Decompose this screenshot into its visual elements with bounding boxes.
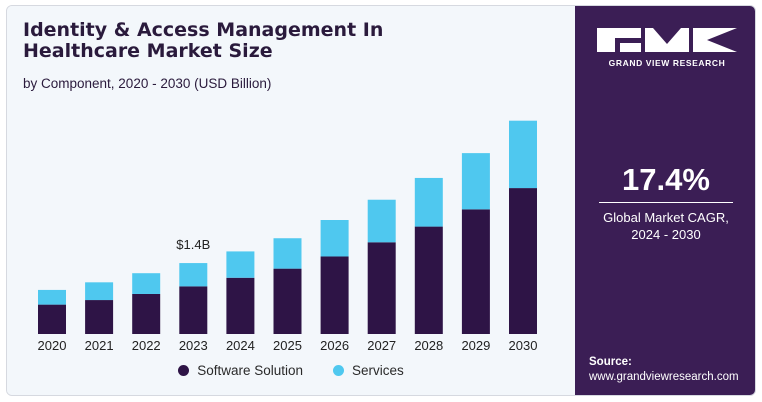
- x-tick-label-2028: 2028: [414, 338, 443, 353]
- bar-services-2022: [132, 273, 161, 294]
- bar-chart: 2020 2021 2022 2023 $1.4B 2024 2025 2026 2027 202…: [38, 120, 538, 353]
- cagr-value: 17.4%: [622, 162, 710, 197]
- x-tick-label-2020: 2020: [38, 338, 67, 353]
- bar-services-2020: [38, 289, 66, 305]
- source-heading: Source:: [589, 356, 632, 368]
- bar-software-2020: [38, 304, 66, 334]
- logo-mark: [597, 28, 737, 52]
- bar-services-2021: [85, 282, 114, 301]
- bar-software-2027: [367, 242, 396, 334]
- cagr-divider: [599, 202, 733, 203]
- bar-software-2022: [132, 293, 161, 334]
- bar-software-2030: [509, 188, 537, 334]
- bar-services-2027: [367, 199, 396, 243]
- chart-title-line-1: Identity & Access Management In: [23, 19, 384, 41]
- chart-subtitle: by Component, 2020 - 2030 (USD Billion): [23, 76, 272, 91]
- stats-panel: GRAND VIEW RESEARCH 17.4% Global Market …: [575, 6, 755, 395]
- bar-services-2029: [461, 153, 490, 210]
- cagr-label-line-1: Global Market CAGR,: [603, 210, 729, 225]
- bar-software-2021: [85, 300, 114, 334]
- bar-services-2028: [414, 177, 443, 227]
- logo-block-r: [693, 28, 737, 52]
- x-tick-label-2025: 2025: [273, 338, 302, 353]
- cagr-label-line-2: 2024 - 2030: [631, 227, 701, 242]
- logo-block-v: [645, 28, 689, 52]
- x-tick-label-2024: 2024: [226, 338, 255, 353]
- chart-title-line-2: Healthcare Market Size: [23, 40, 273, 62]
- legend-label-software: Software Solution: [197, 363, 304, 378]
- bar-software-2028: [414, 226, 443, 334]
- bar-services-2024: [226, 251, 255, 278]
- legend-item-services: Services: [333, 363, 404, 378]
- bar-software-2026: [320, 256, 349, 334]
- bar-services-2030: [509, 120, 537, 189]
- legend-swatch-services: [333, 365, 345, 376]
- x-tick-label-2027: 2027: [367, 338, 396, 353]
- legend-label-services: Services: [352, 363, 404, 378]
- bar-services-2026: [320, 220, 349, 257]
- chart-panel: Identity & Access Management In Healthca…: [7, 6, 575, 395]
- bar-software-2024: [226, 277, 255, 334]
- bar-services-2025: [273, 238, 302, 269]
- x-tick-label-2029: 2029: [461, 338, 490, 353]
- x-tick-label-2021: 2021: [85, 338, 114, 353]
- chart-title: Identity & Access Management In Healthca…: [23, 20, 443, 62]
- x-tick-label-2023: 2023: [179, 338, 208, 353]
- bar-software-2025: [273, 268, 302, 334]
- bar-software-2023: [179, 286, 208, 334]
- bar-software-2029: [461, 209, 490, 334]
- legend-item-software: Software Solution: [178, 363, 303, 378]
- cagr-label: Global Market CAGR, 2024 - 2030: [575, 209, 755, 243]
- chart-legend: Software Solution Services: [7, 363, 575, 378]
- x-tick-label-2022: 2022: [132, 338, 161, 353]
- x-tick-label-2030: 2030: [509, 338, 538, 353]
- x-tick-label-2026: 2026: [320, 338, 349, 353]
- logo-block-g: [597, 28, 641, 52]
- infographic-card: Identity & Access Management In Healthca…: [6, 5, 756, 396]
- legend-swatch-software: [178, 365, 190, 376]
- bar-services-2023: [179, 263, 208, 287]
- bar-annotation-2023: $1.4B: [176, 237, 210, 252]
- brand-name: GRAND VIEW RESEARCH: [608, 58, 726, 68]
- brand-logo: GRAND VIEW RESEARCH: [597, 28, 737, 68]
- source-link[interactable]: www.grandviewresearch.com: [589, 371, 739, 383]
